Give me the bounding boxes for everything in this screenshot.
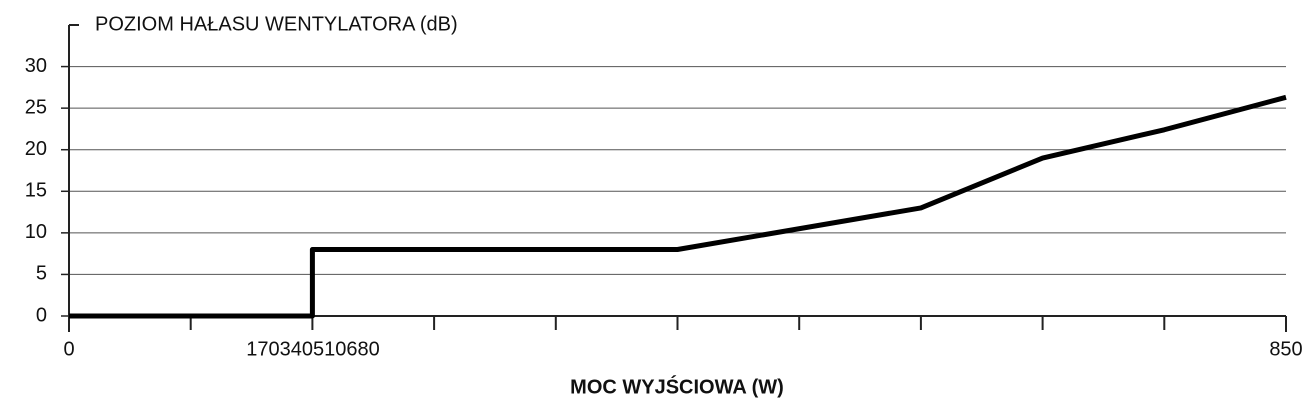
x-tick-label: 0	[63, 338, 74, 360]
chart-title: POZIOM HAŁASU WENTYLATORA (dB)	[95, 13, 458, 35]
y-tick-label: 15	[25, 180, 47, 202]
data-line	[69, 94, 1287, 319]
y-tick-label: 0	[36, 304, 47, 326]
x-tick-text: 170340510680	[246, 338, 379, 360]
x-tick-label: 850	[1269, 338, 1302, 360]
y-tick-label: 20	[25, 138, 47, 160]
y-tick-label: 25	[25, 96, 47, 118]
y-tick-label: 5	[36, 263, 47, 285]
y-tick-label: 30	[25, 55, 47, 77]
y-tick-label: 10	[25, 221, 47, 243]
x-axis-label: MOC WYJŚCIOWA (W)	[570, 374, 784, 398]
